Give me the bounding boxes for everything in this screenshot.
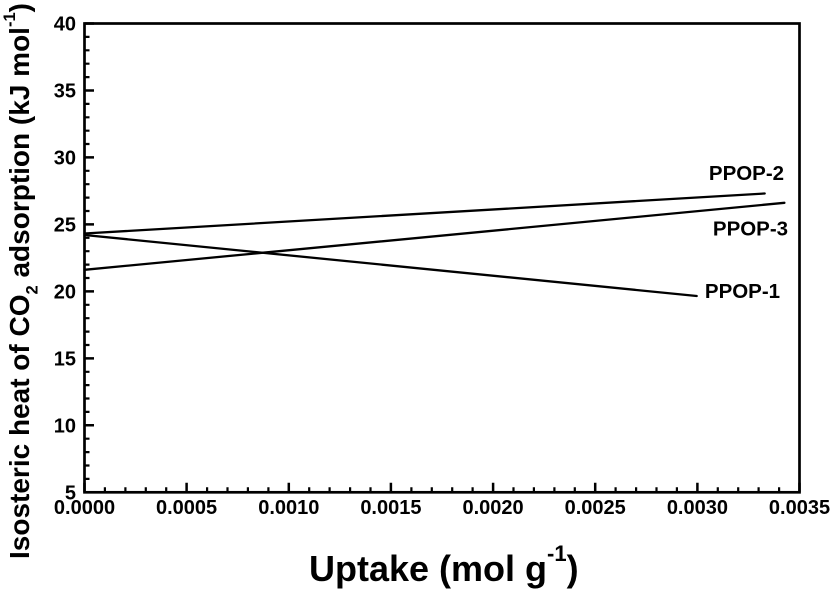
svg-text:25: 25 bbox=[54, 214, 76, 236]
svg-text:0.0015: 0.0015 bbox=[360, 497, 421, 519]
svg-text:PPOP-1: PPOP-1 bbox=[705, 280, 780, 303]
svg-text:15: 15 bbox=[54, 348, 76, 370]
svg-text:0.0030: 0.0030 bbox=[667, 497, 728, 519]
svg-text:40: 40 bbox=[54, 14, 76, 36]
svg-text:0.0010: 0.0010 bbox=[258, 497, 319, 519]
svg-text:0.0025: 0.0025 bbox=[565, 497, 626, 519]
svg-text:PPOP-3: PPOP-3 bbox=[713, 217, 788, 240]
svg-text:Isosteric heat of CO2 adsorpti: Isosteric heat of CO2 adsorption (kJ mol… bbox=[1, 3, 42, 559]
svg-text:20: 20 bbox=[54, 281, 76, 303]
svg-text:35: 35 bbox=[54, 81, 76, 103]
svg-text:5: 5 bbox=[65, 482, 76, 504]
svg-text:30: 30 bbox=[54, 147, 76, 169]
svg-text:PPOP-2: PPOP-2 bbox=[709, 162, 784, 185]
svg-text:0.0035: 0.0035 bbox=[769, 497, 830, 519]
svg-text:0.0005: 0.0005 bbox=[156, 497, 217, 519]
svg-text:0.0000: 0.0000 bbox=[54, 497, 115, 519]
svg-text:Uptake (mol g-1): Uptake (mol g-1) bbox=[309, 541, 579, 589]
svg-text:0.0020: 0.0020 bbox=[463, 497, 524, 519]
svg-text:10: 10 bbox=[54, 415, 76, 437]
